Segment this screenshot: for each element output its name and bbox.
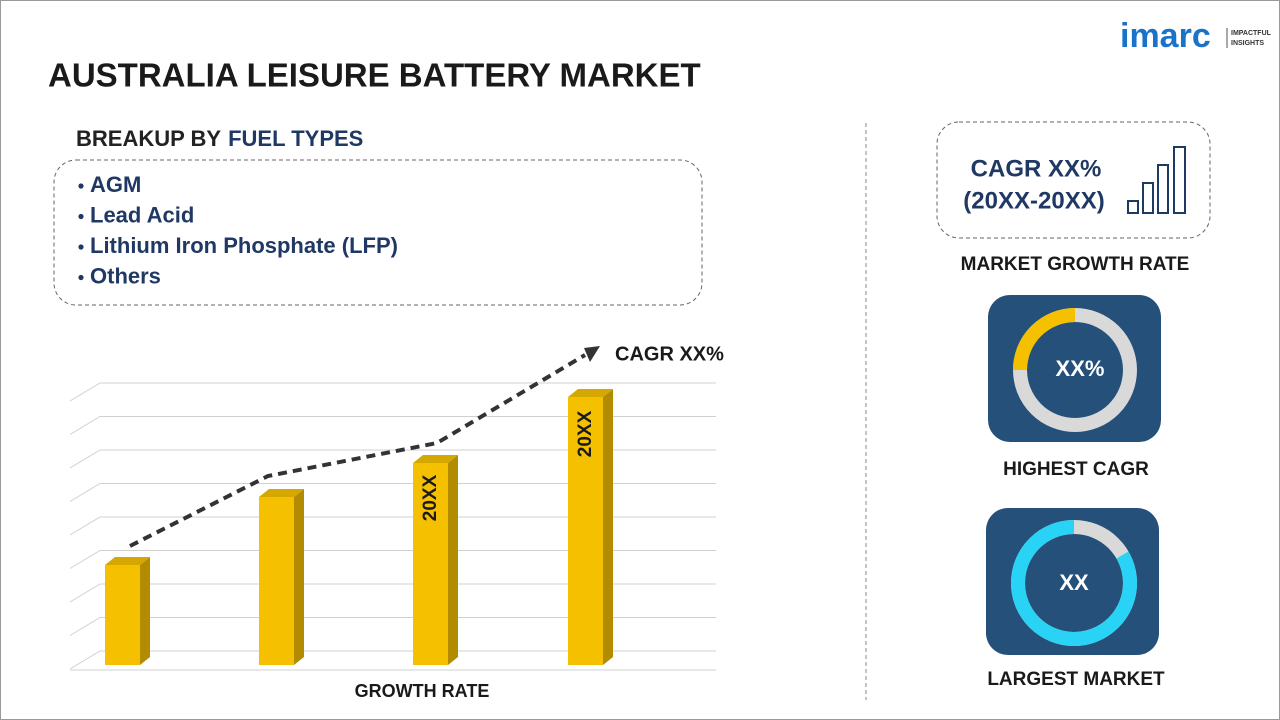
bar-label: 20XX <box>420 474 441 521</box>
breakup-item: Others <box>90 263 161 288</box>
bullet <box>78 213 84 220</box>
breakup-label: BREAKUP BY <box>76 126 221 151</box>
bar-front <box>568 397 603 665</box>
largest-caption: LARGEST MARKET <box>987 669 1165 690</box>
bar-front <box>413 463 448 665</box>
grid-line <box>69 617 716 636</box>
cagr-box <box>936 121 1211 239</box>
bullet <box>78 183 84 189</box>
grid-line <box>69 449 716 469</box>
growth-icon <box>1127 146 1186 214</box>
bar-side <box>140 557 150 665</box>
grid-line <box>69 583 716 603</box>
bar-side <box>603 389 613 665</box>
bar-top <box>568 389 613 397</box>
largest-value: XX <box>1059 570 1089 595</box>
trend-arrow <box>584 346 600 362</box>
bar-front <box>259 497 294 665</box>
cagr-text: CAGR XX% <box>971 155 1102 182</box>
breakup-list: AGM Lead Acid Lithium Iron Phosphate (LFP)… <box>78 172 398 288</box>
grid-line <box>69 550 716 569</box>
donut-arc <box>1013 308 1076 371</box>
bar-top <box>413 455 458 463</box>
axis-label: GROWTH RATE <box>355 681 490 701</box>
bar-top <box>259 489 304 497</box>
donut-arc <box>1011 520 1137 646</box>
bar-front <box>105 565 140 665</box>
breakup-box <box>53 159 703 306</box>
breakup-heading: BREAKUP BY FUEL TYPES <box>76 126 363 151</box>
bar-top <box>105 557 150 565</box>
trend-line <box>129 353 587 548</box>
grid-line <box>69 382 716 402</box>
cagr-caption: MARKET GROWTH RATE <box>961 254 1190 275</box>
title: AUSTRALIA LEISURE BATTERY MARKET <box>48 57 701 94</box>
bar-side <box>448 455 458 665</box>
logo-tagline: IMPACTFUL <box>1231 30 1272 37</box>
chart-bars <box>105 389 613 665</box>
highest-value: XX% <box>1056 356 1105 381</box>
bullet <box>78 244 84 250</box>
grid-line <box>69 650 716 670</box>
grid-line <box>69 516 716 536</box>
cagr-period: (20XX-20XX) <box>963 187 1104 214</box>
chart-grid <box>69 382 716 671</box>
breakup-highlight: FUEL TYPES <box>228 126 363 151</box>
bullet <box>78 274 84 281</box>
logo: imarc <box>1120 17 1211 55</box>
breakup-item: Lithium Iron Phosphate (LFP) <box>90 233 398 258</box>
grid-line <box>69 483 716 502</box>
trend-label: CAGR XX% <box>615 343 724 365</box>
grid-line <box>69 416 716 435</box>
highest-caption: HIGHEST CAGR <box>1003 459 1149 480</box>
logo-tagline: INSIGHTS <box>1231 40 1264 47</box>
bar-side <box>294 489 304 665</box>
bar-label: 20XX <box>575 410 596 457</box>
breakup-item: AGM <box>90 172 141 197</box>
breakup-item: Lead Acid <box>90 202 194 227</box>
